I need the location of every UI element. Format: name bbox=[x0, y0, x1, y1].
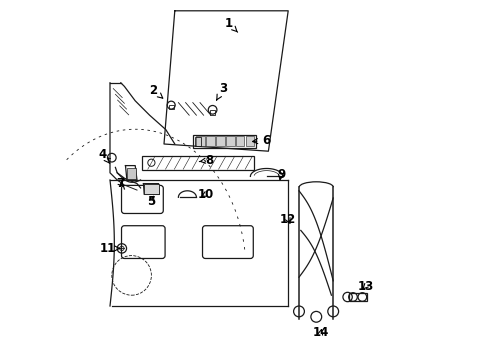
Text: 13: 13 bbox=[358, 280, 374, 293]
Bar bbox=[246, 136, 254, 146]
Bar bbox=[144, 184, 159, 194]
Bar bbox=[216, 136, 224, 146]
Bar bbox=[195, 137, 201, 146]
Text: 2: 2 bbox=[149, 84, 163, 98]
Bar bbox=[349, 293, 367, 301]
Text: 14: 14 bbox=[313, 327, 329, 339]
Text: 8: 8 bbox=[199, 154, 213, 167]
Bar bbox=[196, 136, 205, 146]
Bar bbox=[206, 136, 215, 146]
Text: 5: 5 bbox=[147, 195, 155, 208]
Text: 1: 1 bbox=[225, 17, 238, 32]
Text: 3: 3 bbox=[217, 82, 227, 100]
Bar bbox=[236, 136, 245, 146]
Text: 4: 4 bbox=[98, 148, 110, 163]
Text: 7: 7 bbox=[117, 177, 125, 190]
Text: 10: 10 bbox=[197, 188, 214, 201]
Bar bbox=[127, 168, 136, 179]
Bar bbox=[143, 156, 254, 170]
Text: 11: 11 bbox=[100, 242, 120, 255]
Bar bbox=[210, 110, 216, 115]
Bar bbox=[193, 135, 256, 148]
Bar bbox=[169, 105, 174, 109]
Bar bbox=[226, 136, 235, 146]
Text: 9: 9 bbox=[277, 168, 285, 181]
Text: 6: 6 bbox=[253, 134, 270, 147]
Text: 12: 12 bbox=[280, 213, 296, 226]
